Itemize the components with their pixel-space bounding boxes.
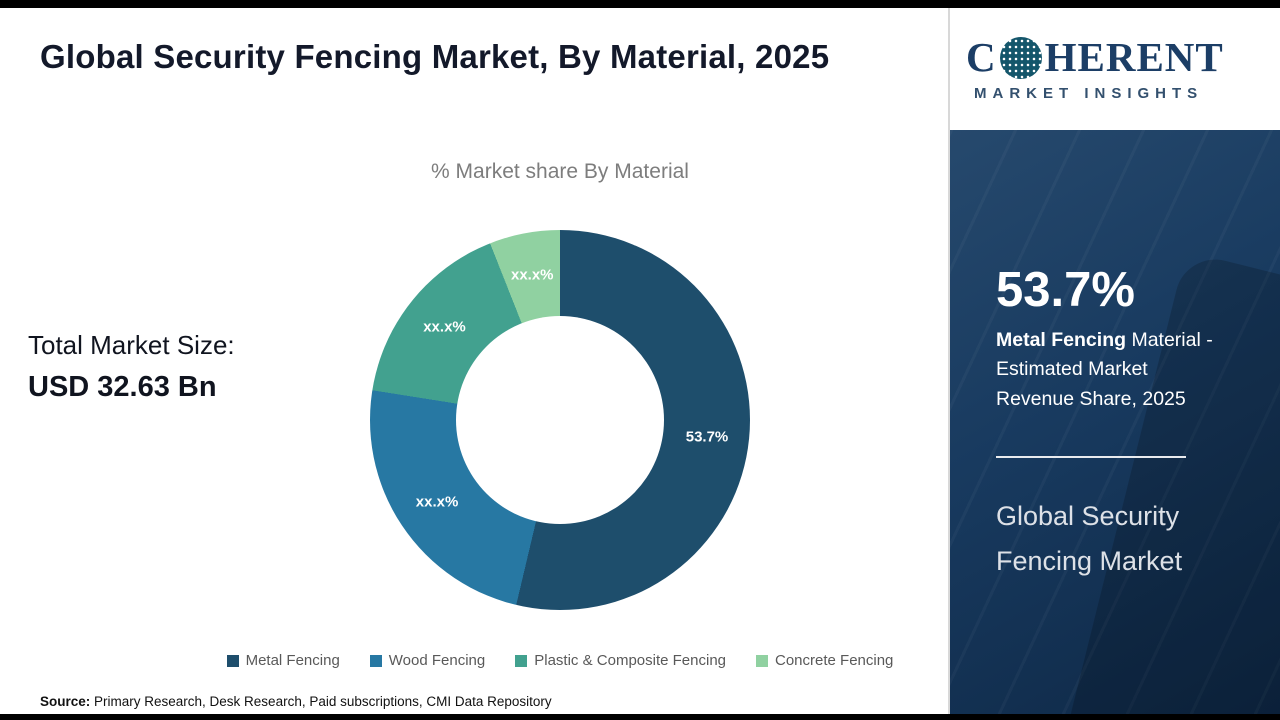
source-text: Primary Research, Desk Research, Paid su… <box>90 694 552 709</box>
source-label: Source: <box>40 694 91 709</box>
globe-icon <box>999 36 1042 79</box>
source-line: Source: Primary Research, Desk Research,… <box>40 694 552 709</box>
legend-item: Metal Fencing <box>226 652 340 669</box>
report-market-name: Global Security Fencing Market <box>996 501 1183 576</box>
logo-tagline: MARKET INSIGHTS <box>974 84 1204 102</box>
legend-item: Concrete Fencing <box>756 652 893 669</box>
slice-label: xx.x% <box>415 493 459 511</box>
total-market-size-label: Total Market Size: <box>28 330 235 360</box>
chart-title: % Market share By Material <box>431 160 689 183</box>
legend-item: Plastic & Composite Fencing <box>515 652 726 669</box>
highlight-stat-description: Metal Fencing Material - Estimated Marke… <box>996 326 1224 414</box>
legend-item: Wood Fencing <box>369 652 486 669</box>
chart-legend: Metal Fencing Wood Fencing Plastic & Compo… <box>100 652 1020 669</box>
total-market-size-block: Total Market Size: USD 32.63 Bn <box>28 330 235 404</box>
donut-hole <box>456 316 664 524</box>
total-market-size-value: USD 32.63 Bn <box>28 371 217 403</box>
stat-desc-rest: Material - Estimated Market Revenue Shar… <box>996 329 1213 410</box>
legend-label: Wood Fencing <box>388 652 486 669</box>
logo-box: C HERENT MARKET INSIGHTS <box>950 8 1280 130</box>
legend-swatch <box>515 654 528 667</box>
legend-swatch <box>369 654 382 667</box>
highlight-stat-value: 53.7% <box>996 263 1135 317</box>
sidebar-panel: 53.7% Metal Fencing Material - Estimated… <box>950 130 1280 714</box>
logo-row: C HERENT <box>966 34 1280 80</box>
panel-divider <box>996 456 1186 458</box>
legend-swatch <box>756 654 768 667</box>
stat-desc-bold: Metal Fencing <box>996 329 1127 351</box>
top-border-bar <box>0 0 1280 8</box>
page-title: Global Security Fencing Market, By Mater… <box>40 38 830 75</box>
slice-label: 53.7% <box>685 428 729 446</box>
slice-label: xx.x% <box>423 318 466 336</box>
legend-label: Metal Fencing <box>245 652 340 669</box>
legend-label: Plastic & Composite Fencing <box>534 652 726 669</box>
logo-name-rest: HERENT <box>1044 34 1224 80</box>
main-content-area: Global Security Fencing Market, By Mater… <box>0 8 948 714</box>
legend-label: Concrete Fencing <box>775 652 894 669</box>
logo-letter-c: C <box>966 34 997 80</box>
donut-chart-wrapper: 53.7% xx.x% xx.x% xx.x% <box>370 230 750 610</box>
bottom-border-bar <box>0 714 1280 720</box>
legend-swatch <box>226 654 239 667</box>
slice-label: xx.x% <box>510 266 554 284</box>
sidebar: C HERENT MARKET INSIGHTS 53.7% Metal Fen… <box>948 8 1280 714</box>
